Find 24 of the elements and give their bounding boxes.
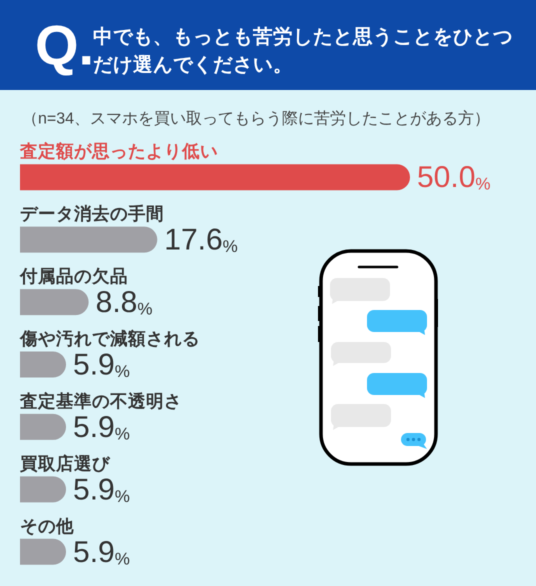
chart-subtitle: （n=34、スマホを買い取ってもらう際に苦労したことがある方） [22, 110, 490, 128]
data-label: 17.6% [164, 224, 238, 257]
y-tick-label: 買取店選び [19, 453, 111, 474]
data-label: 5.9% [73, 348, 130, 382]
y-tick-label: データ消去の手間 [20, 204, 164, 224]
data-label: 8.8% [96, 286, 152, 320]
data-label: 5.9% [73, 473, 130, 506]
chart-title: 中でも、もっとも苦労したと思うことをひとつだけ選んでください。 [93, 25, 513, 76]
bar [20, 289, 89, 316]
bar [20, 538, 66, 565]
y-tick-label: その他 [20, 516, 75, 536]
data-label: 5.9% [73, 536, 130, 569]
data-label: 50.0% [417, 161, 491, 194]
bar [20, 352, 66, 378]
bar [20, 164, 410, 190]
y-tick-label: 査定額が思ったより低い [19, 141, 218, 162]
y-tick-label: 査定基準の不透明さ [19, 390, 182, 411]
text: Q. [35, 14, 94, 76]
y-tick-label: 傷や汚れで減額される [19, 328, 200, 348]
bar [20, 226, 158, 253]
y-tick-label: 付属品の欠品 [19, 266, 128, 286]
bar [20, 414, 66, 440]
data-label: 5.9% [73, 410, 130, 444]
bar [20, 476, 66, 502]
